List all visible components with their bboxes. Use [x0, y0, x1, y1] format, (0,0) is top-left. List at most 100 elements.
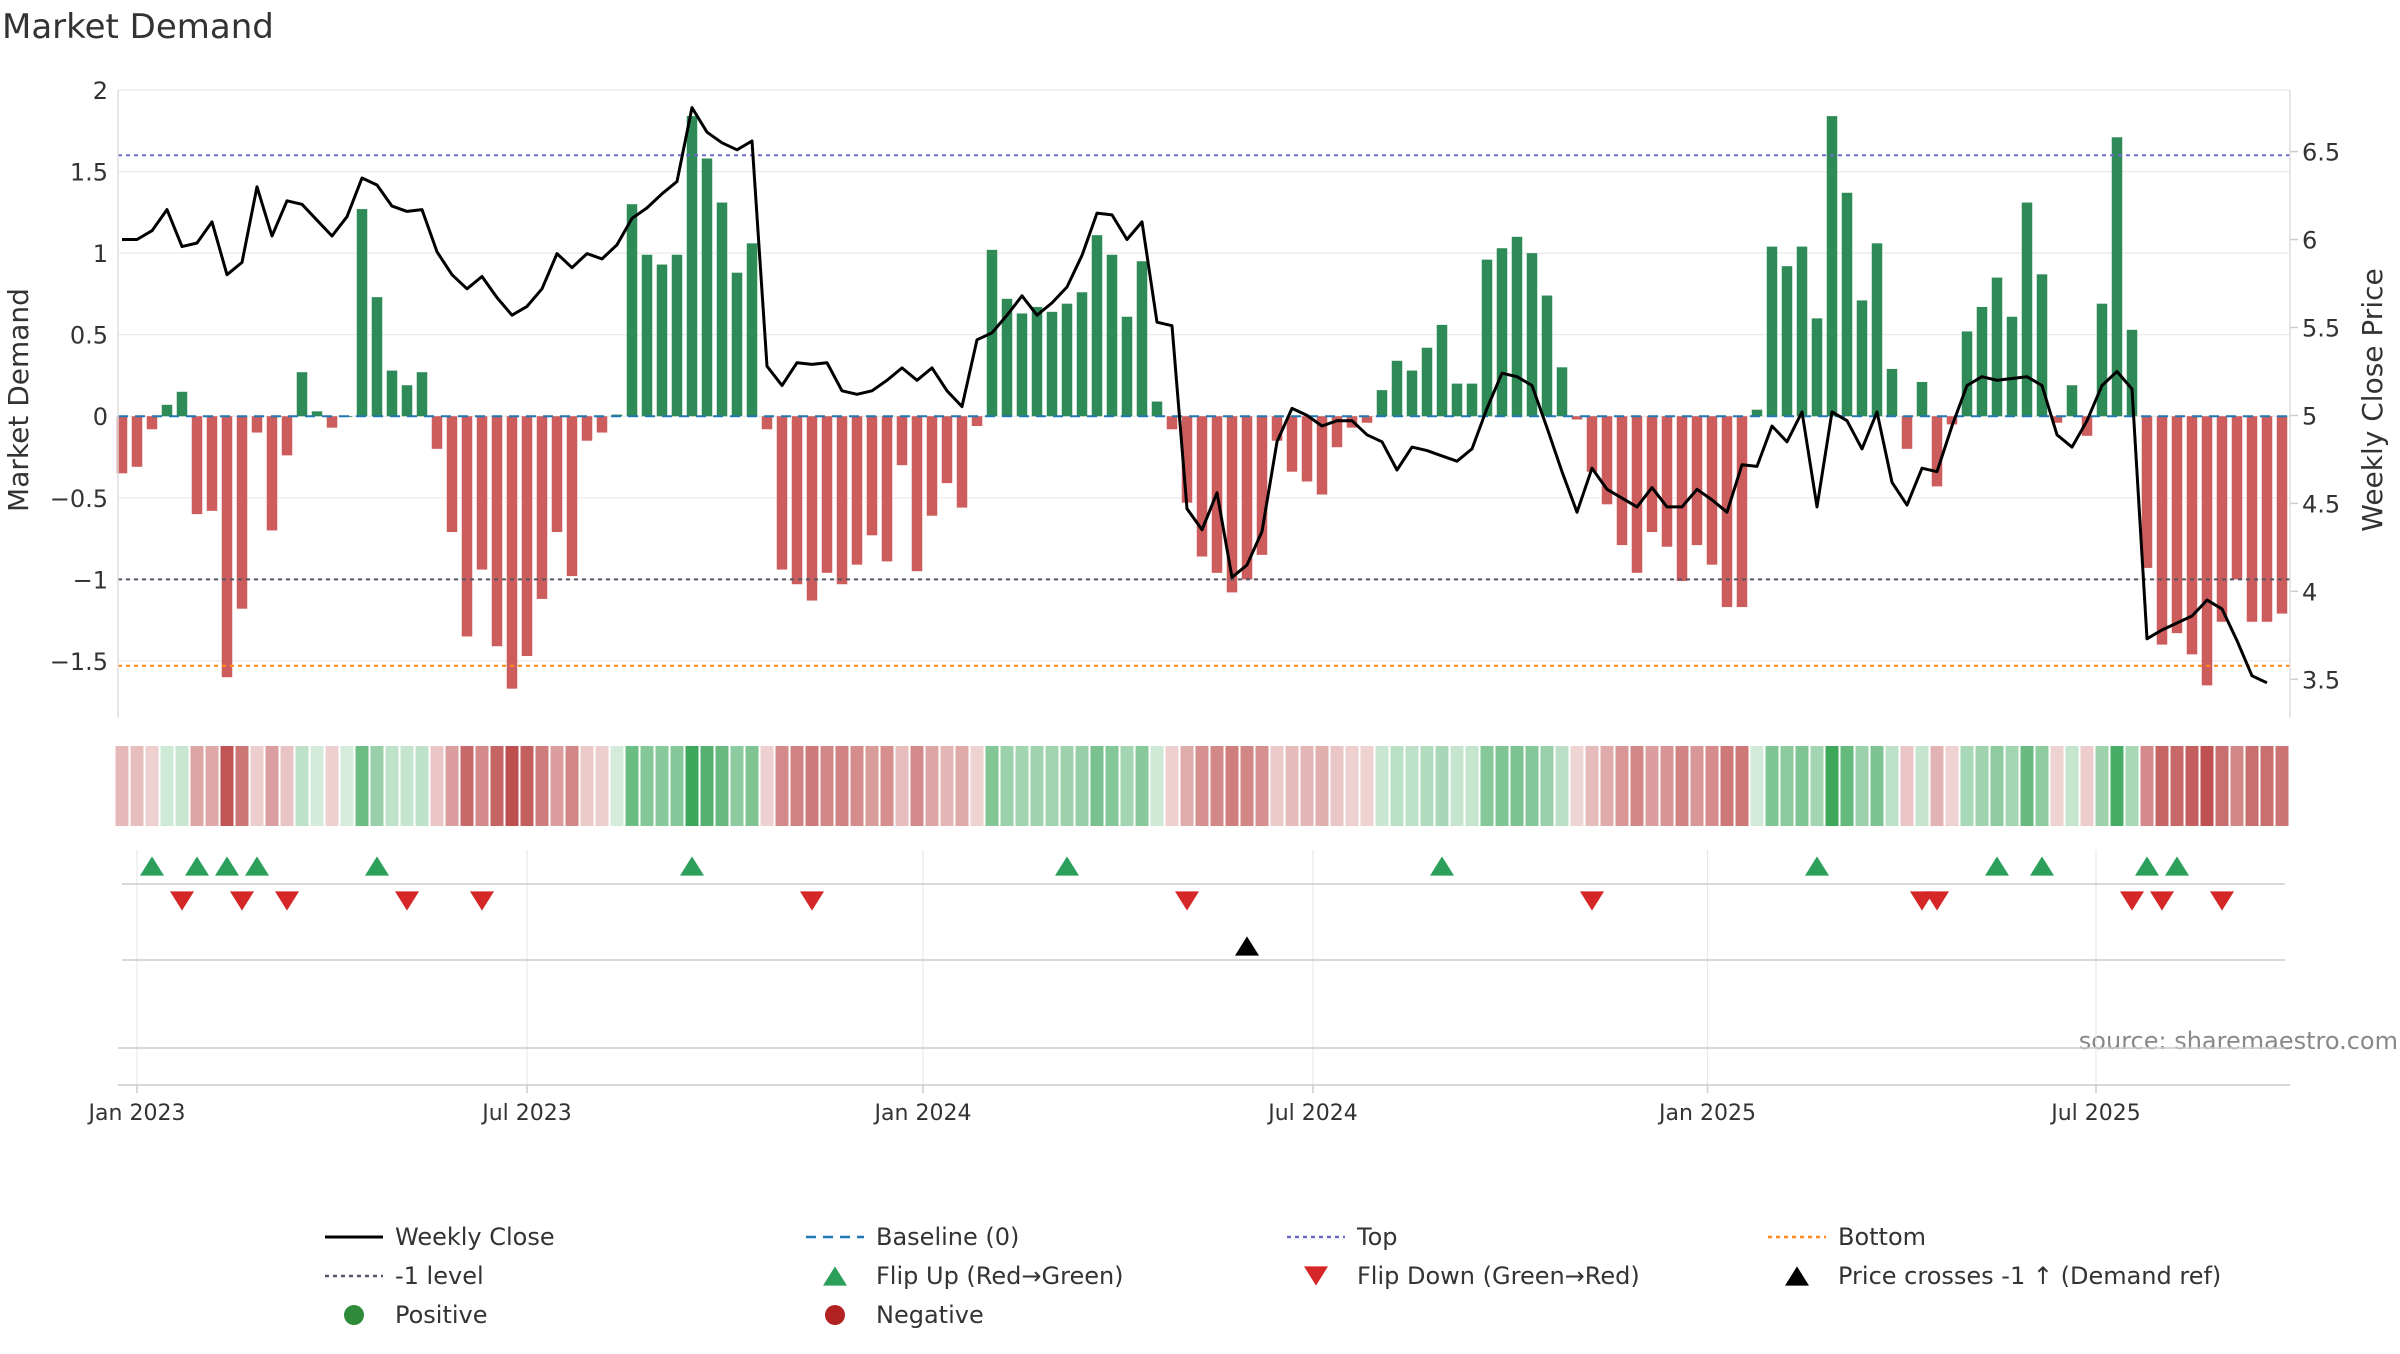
- heat-cell: [1390, 746, 1404, 826]
- demand-bar: [1601, 416, 1613, 505]
- heat-cell: [520, 746, 534, 826]
- flip-down-marker: [230, 891, 254, 911]
- demand-bar: [941, 416, 953, 484]
- flip-up-marker: [245, 856, 269, 876]
- flip-markers-layer: [140, 856, 2234, 956]
- demand-bar: [566, 416, 578, 577]
- heat-cell: [190, 746, 204, 826]
- legend-item: Baseline (0): [806, 1223, 1019, 1251]
- y2-tick-label: 5: [2302, 402, 2317, 430]
- demand-bar: [2261, 416, 2273, 622]
- flip-up-marker: [1985, 856, 2009, 876]
- heat-cell: [460, 746, 474, 826]
- heat-cell: [730, 746, 744, 826]
- demand-bar: [116, 416, 128, 474]
- demand-bar: [356, 209, 368, 417]
- demand-bar: [386, 370, 398, 417]
- legend-swatch-triangle-up: [1785, 1266, 1809, 1286]
- heat-cell: [1540, 746, 1554, 826]
- heat-cell: [745, 746, 759, 826]
- demand-bar: [761, 416, 773, 430]
- demand-bar: [536, 416, 548, 599]
- demand-bar: [1166, 416, 1178, 430]
- heat-cell: [985, 746, 999, 826]
- demand-bar: [1286, 416, 1298, 472]
- x-tick-label: Jul 2023: [480, 1101, 572, 1126]
- heat-cell: [670, 746, 684, 826]
- heat-cell: [1795, 746, 1809, 826]
- demand-bar: [626, 204, 638, 417]
- demand-bar: [146, 416, 158, 430]
- x-tick-label: Jul 2025: [2049, 1101, 2141, 1126]
- heat-cell: [1645, 746, 1659, 826]
- demand-bar: [2111, 137, 2123, 417]
- y-tick-label: 1.5: [70, 159, 108, 187]
- heat-cell: [1045, 746, 1059, 826]
- heat-cell: [445, 746, 459, 826]
- demand-bar: [191, 416, 203, 515]
- demand-bar: [1466, 383, 1478, 417]
- demand-bar: [596, 416, 608, 433]
- heat-cell: [1720, 746, 1734, 826]
- legend-label: Bottom: [1838, 1223, 1926, 1251]
- heat-cell: [955, 746, 969, 826]
- demand-bar: [311, 411, 323, 417]
- flip-down-marker: [1580, 891, 1604, 911]
- demand-bar: [491, 416, 503, 647]
- flip-up-marker: [1805, 856, 1829, 876]
- heat-cell: [1375, 746, 1389, 826]
- demand-bar: [731, 272, 743, 417]
- demand-bar: [806, 416, 818, 601]
- heat-cell: [970, 746, 984, 826]
- demand-bar: [2201, 416, 2213, 686]
- y-tick-label: −1: [73, 566, 108, 594]
- demand-bar: [1361, 416, 1373, 423]
- heat-cell: [1240, 746, 1254, 826]
- flip-down-marker: [800, 891, 824, 911]
- heat-cell: [580, 746, 594, 826]
- heat-cell: [1405, 746, 1419, 826]
- heat-cell: [370, 746, 384, 826]
- demand-bar: [2231, 416, 2243, 580]
- heat-cell: [1900, 746, 1914, 826]
- demand-bar: [506, 416, 518, 689]
- demand-bar: [236, 416, 248, 609]
- demand-bar: [1301, 416, 1313, 482]
- heat-cell: [1270, 746, 1284, 826]
- demand-bar: [1226, 416, 1238, 593]
- heat-cell: [1225, 746, 1239, 826]
- heat-cell: [1030, 746, 1044, 826]
- heat-cell: [1945, 746, 1959, 826]
- heat-cell: [2215, 746, 2229, 826]
- heat-cell: [895, 746, 909, 826]
- heat-cell: [925, 746, 939, 826]
- demand-bar: [2246, 416, 2258, 622]
- x-tick-label: Jan 2024: [873, 1101, 972, 1126]
- legend-label: Negative: [876, 1301, 984, 1329]
- heat-cell: [640, 746, 654, 826]
- legend-label: Baseline (0): [876, 1223, 1019, 1251]
- demand-bar: [1376, 390, 1388, 417]
- demand-bar: [1916, 381, 1928, 417]
- heat-cell: [1570, 746, 1584, 826]
- y2-tick-label: 5.5: [2302, 314, 2340, 342]
- heat-cell: [130, 746, 144, 826]
- heat-cell: [1135, 746, 1149, 826]
- heat-cell: [1765, 746, 1779, 826]
- heat-cell: [2035, 746, 2049, 826]
- demand-heat-strip: [115, 746, 2289, 826]
- heat-cell: [865, 746, 879, 826]
- demand-bar: [251, 416, 263, 433]
- demand-bar: [476, 416, 488, 570]
- demand-bar: [1196, 416, 1208, 557]
- demand-bar: [716, 202, 728, 417]
- heat-cell: [340, 746, 354, 826]
- heat-cell: [1000, 746, 1014, 826]
- demand-bar: [1631, 416, 1643, 573]
- demand-bar: [1421, 347, 1433, 417]
- demand-bar: [701, 158, 713, 417]
- demand-bar: [1691, 416, 1703, 546]
- heat-cell: [1465, 746, 1479, 826]
- demand-bar: [461, 416, 473, 637]
- demand-bar: [1826, 116, 1838, 417]
